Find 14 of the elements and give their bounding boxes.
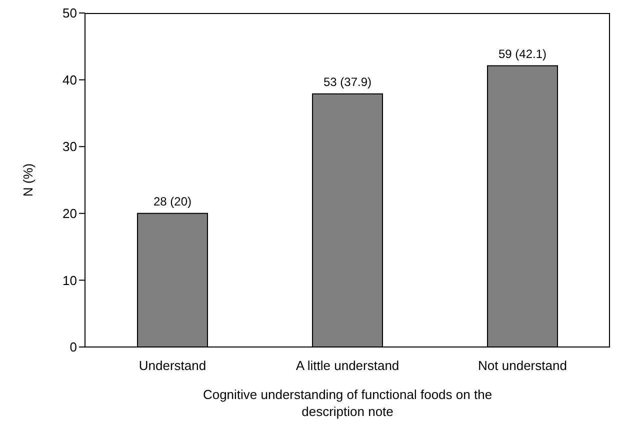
data-label: 53 (37.9)	[323, 74, 372, 89]
y-tick-label: 20	[62, 206, 77, 222]
y-tick-label: 10	[62, 272, 77, 288]
x-axis-title: Cognitive understanding of functional foods on the description note	[202, 387, 492, 419]
y-tick-label: 40	[62, 72, 77, 88]
y-tick-label: 0	[70, 340, 77, 355]
data-label: 28 (20)	[153, 194, 192, 208]
x-tick-label: A little understand	[296, 358, 400, 374]
y-tick-label: 30	[62, 139, 77, 154]
y-axis-title: N (%)	[20, 163, 36, 197]
data-label: 59 (42.1)	[498, 46, 547, 61]
x-tick-label: Understand	[138, 358, 206, 374]
x-tick-label: Not understand	[478, 358, 567, 374]
y-tick-label: 50	[62, 6, 77, 21]
